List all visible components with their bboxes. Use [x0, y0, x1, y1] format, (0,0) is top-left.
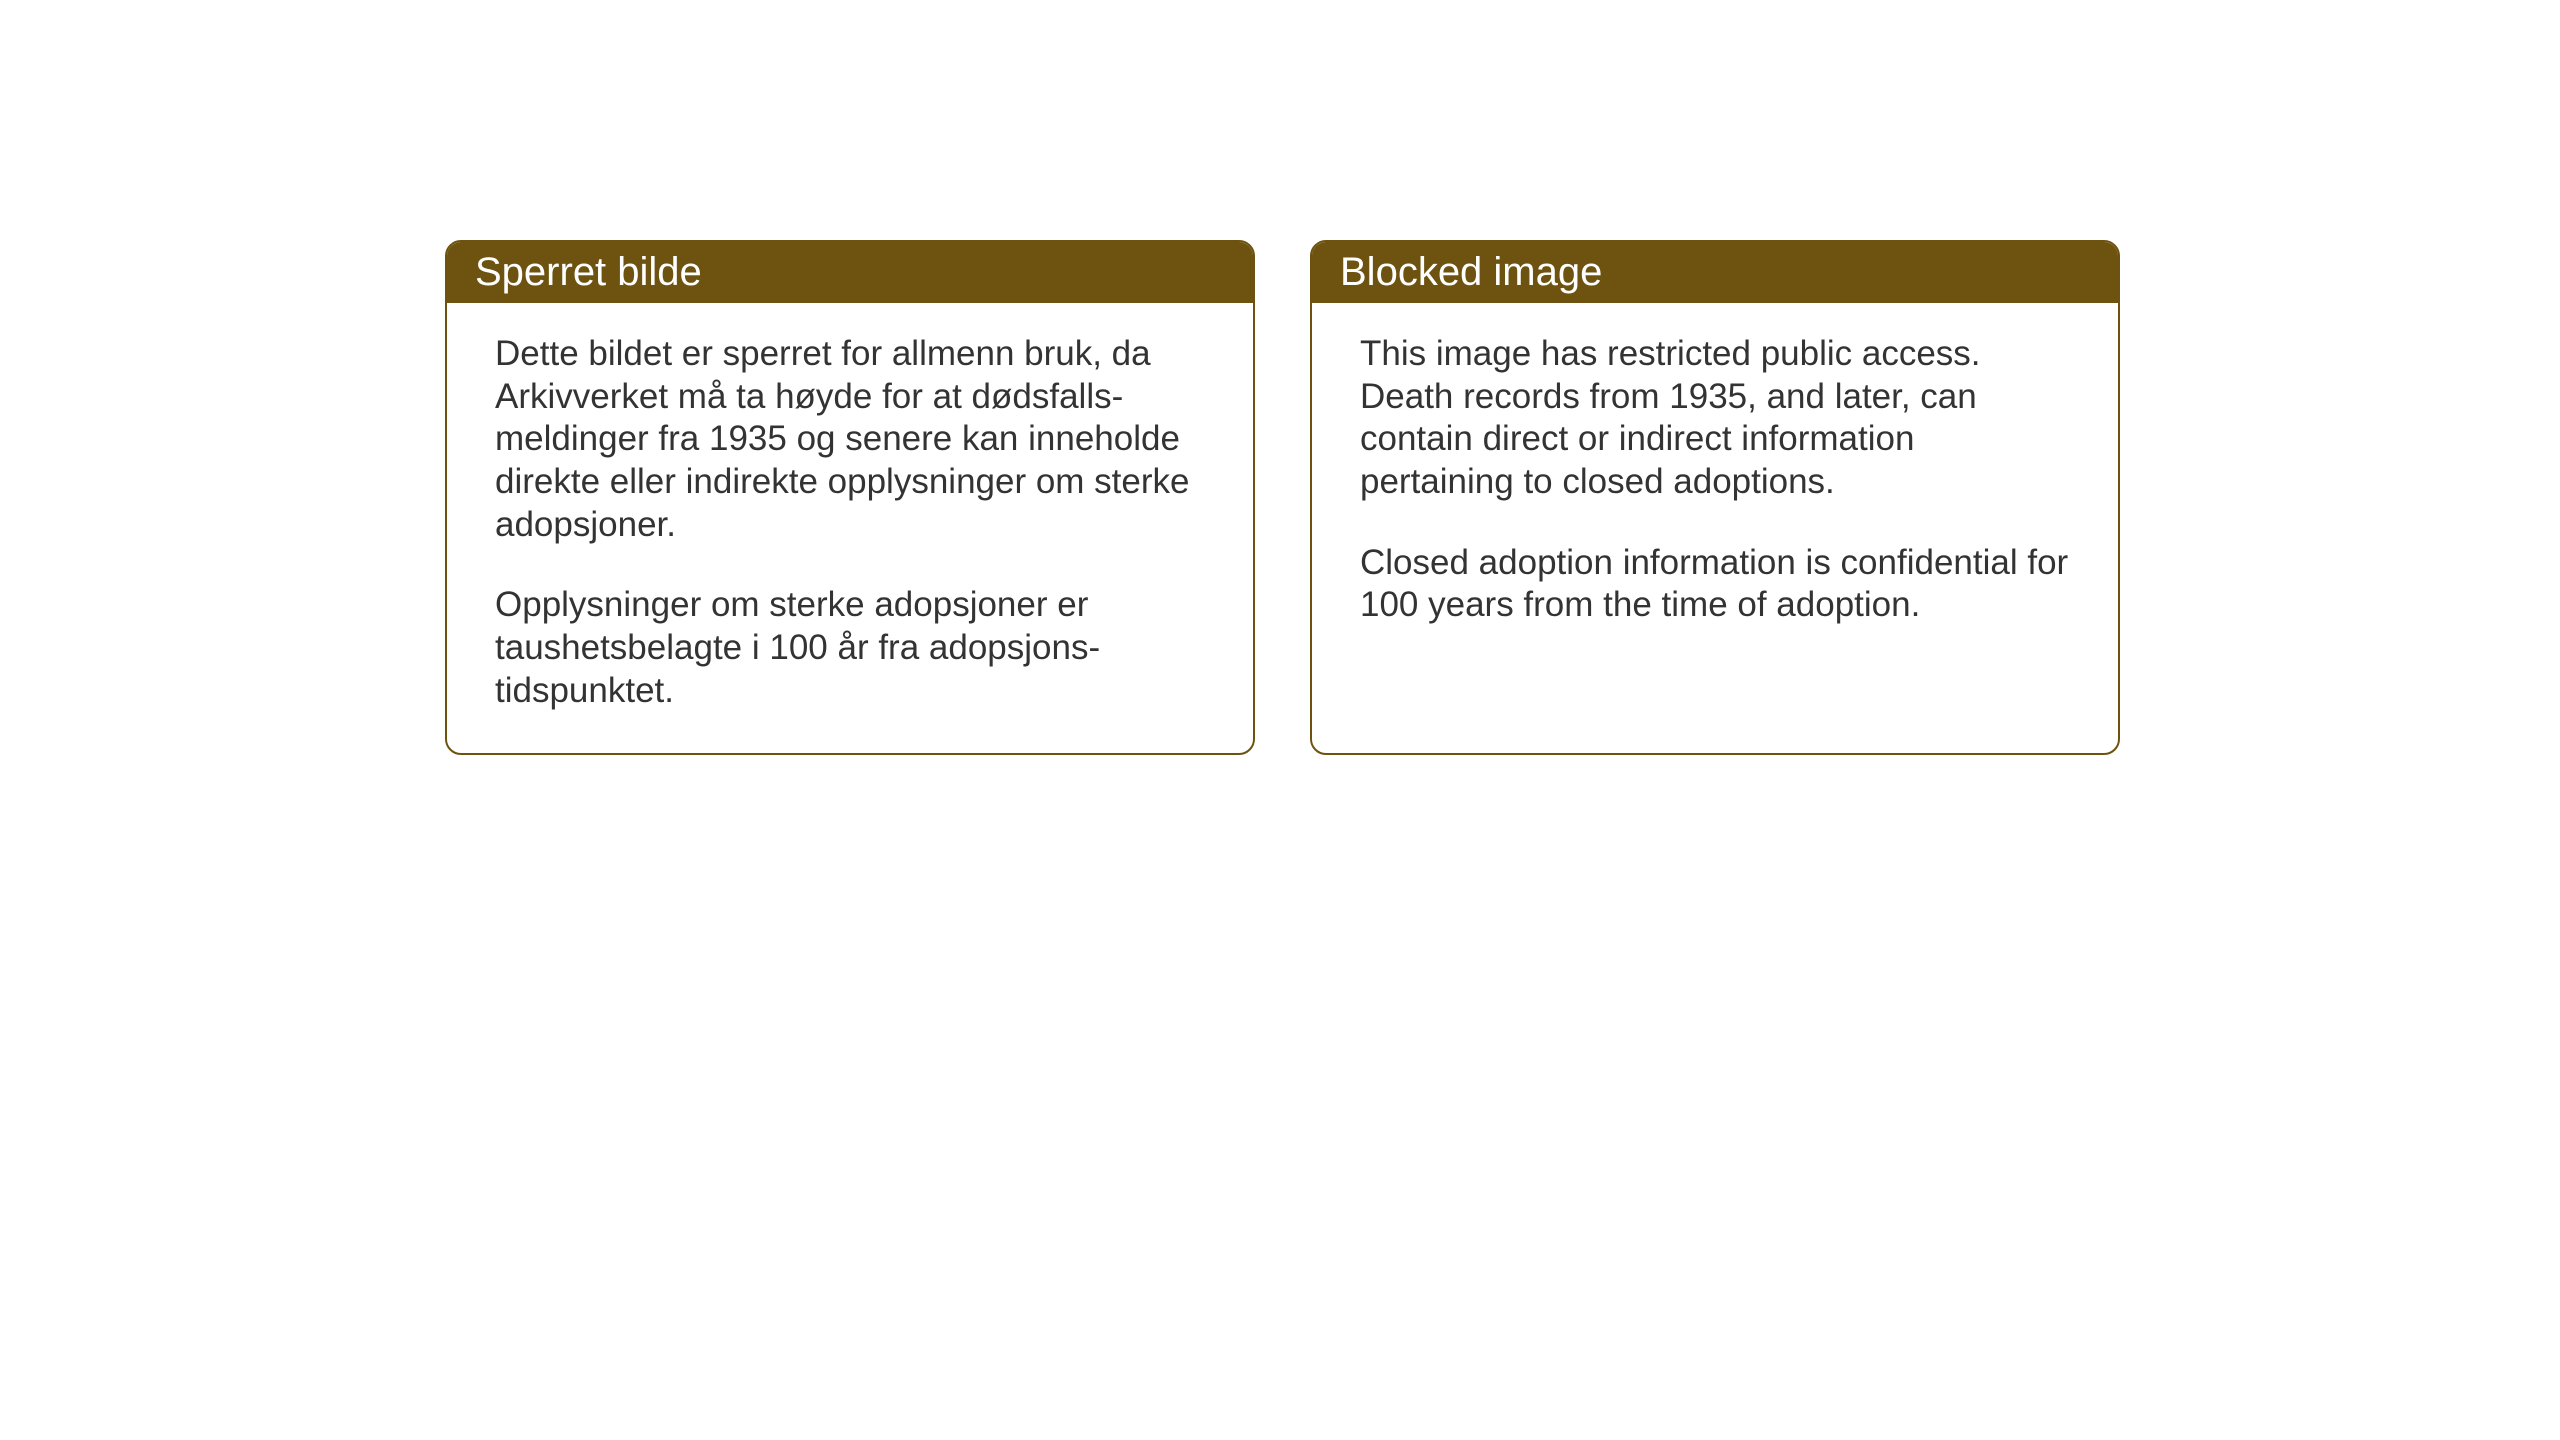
- card-paragraph-2-english: Closed adoption information is confident…: [1360, 542, 2070, 627]
- card-english: Blocked image This image has restricted …: [1310, 240, 2120, 755]
- card-header-norwegian: Sperret bilde: [447, 242, 1253, 303]
- card-header-english: Blocked image: [1312, 242, 2118, 303]
- card-body-english: This image has restricted public access.…: [1312, 303, 2118, 667]
- cards-container: Sperret bilde Dette bildet er sperret fo…: [445, 240, 2120, 755]
- card-norwegian: Sperret bilde Dette bildet er sperret fo…: [445, 240, 1255, 755]
- card-paragraph-2-norwegian: Opplysninger om sterke adopsjoner er tau…: [495, 584, 1205, 712]
- card-paragraph-1-english: This image has restricted public access.…: [1360, 333, 2070, 504]
- card-title-norwegian: Sperret bilde: [475, 250, 702, 294]
- card-paragraph-1-norwegian: Dette bildet er sperret for allmenn bruk…: [495, 333, 1205, 546]
- card-title-english: Blocked image: [1340, 250, 1602, 294]
- card-body-norwegian: Dette bildet er sperret for allmenn bruk…: [447, 303, 1253, 753]
